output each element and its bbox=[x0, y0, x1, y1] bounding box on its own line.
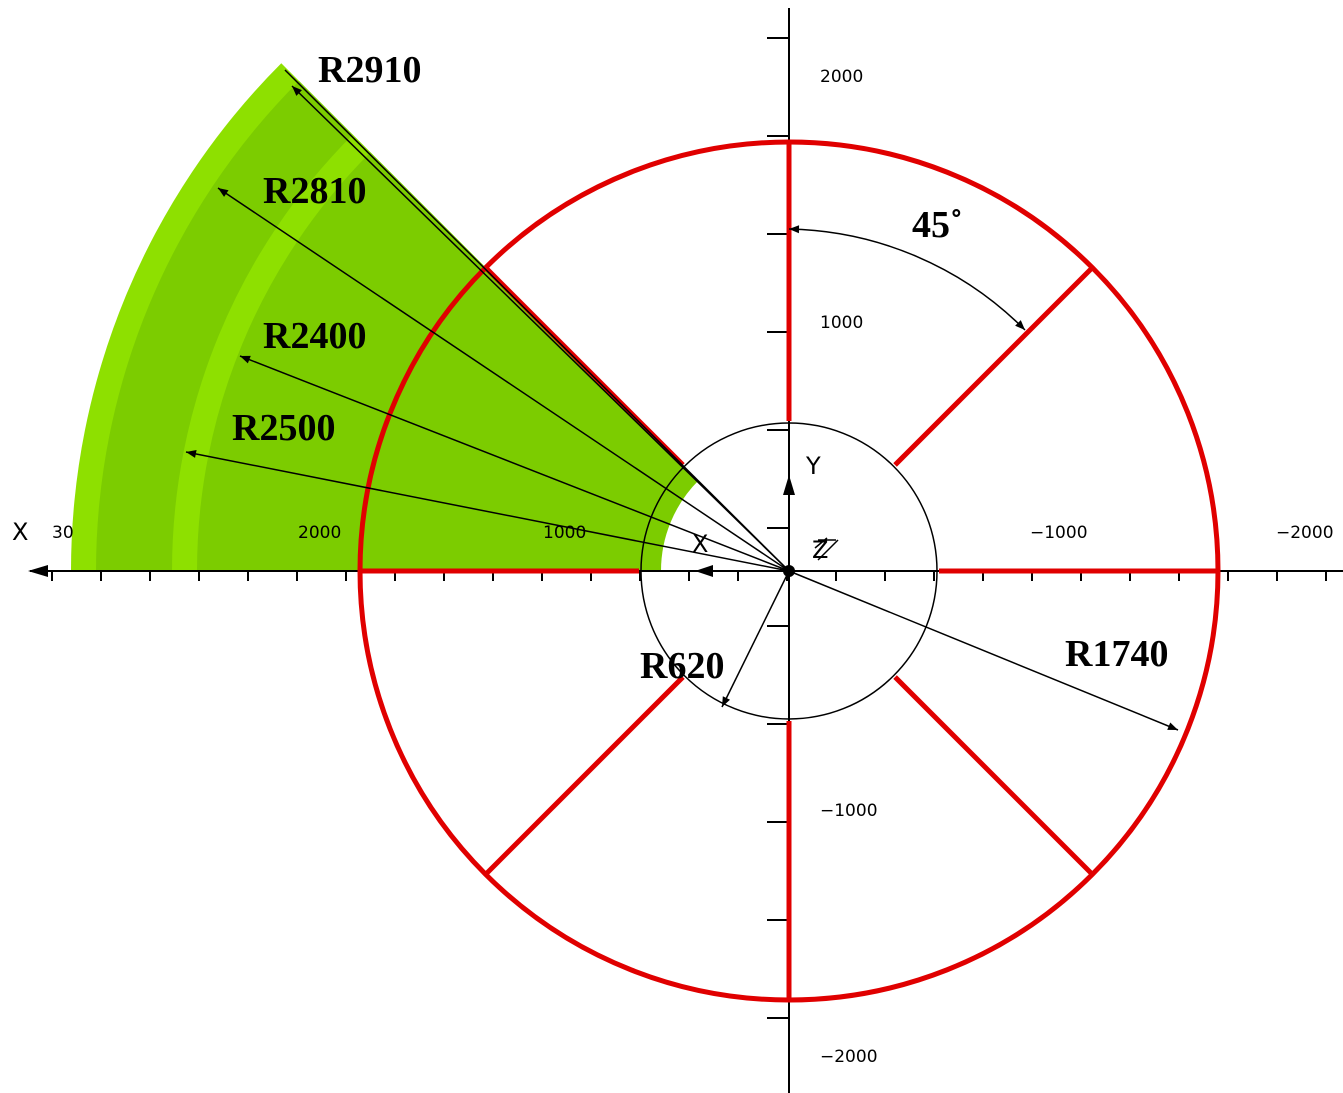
axis-arrow bbox=[783, 475, 795, 495]
x-tick-label: −2000 bbox=[1276, 523, 1334, 543]
dimension-arrow bbox=[239, 355, 790, 572]
spoke bbox=[893, 675, 1095, 877]
sector bbox=[661, 480, 789, 571]
axis-name: Y bbox=[805, 452, 821, 480]
axis-name: X bbox=[692, 530, 708, 558]
shapes bbox=[28, 8, 1343, 1093]
radius-label: R2910 bbox=[318, 49, 421, 91]
x-tick-label: 2000 bbox=[298, 523, 341, 543]
z-glyph bbox=[814, 537, 839, 561]
x-tick-label: −1000 bbox=[1030, 523, 1088, 543]
spoke bbox=[483, 675, 685, 877]
inner-circle bbox=[640, 422, 938, 720]
axis-name: X bbox=[12, 518, 28, 546]
radius-label: R620 bbox=[640, 645, 724, 687]
sector-edge bbox=[284, 69, 790, 572]
radius-label: R2810 bbox=[263, 170, 366, 212]
angle-arc bbox=[788, 225, 1026, 331]
dimension-arrow bbox=[788, 570, 1179, 731]
sector bbox=[197, 152, 789, 571]
radius-label: R2500 bbox=[232, 407, 335, 449]
dimension-arrow bbox=[291, 85, 790, 572]
dimension-arrow bbox=[721, 570, 790, 708]
angle-label: 45˚ bbox=[912, 204, 963, 246]
axis-arrow bbox=[695, 565, 713, 577]
y-tick-label: 1000 bbox=[820, 313, 863, 333]
radius-label: R2400 bbox=[263, 315, 366, 357]
radius-label: R1740 bbox=[1065, 633, 1168, 675]
x-tick-label: 30 bbox=[52, 523, 74, 543]
y-tick-label: −1000 bbox=[820, 801, 878, 821]
y-tick-label: 2000 bbox=[820, 67, 863, 87]
axis-name: Z bbox=[812, 536, 828, 564]
axis-arrow bbox=[28, 565, 48, 577]
spoke bbox=[893, 265, 1095, 467]
dimension-arrow bbox=[217, 187, 790, 572]
dimension-arrow bbox=[185, 450, 790, 572]
x-tick-label: 1000 bbox=[543, 523, 586, 543]
y-tick-label: −2000 bbox=[820, 1047, 878, 1067]
